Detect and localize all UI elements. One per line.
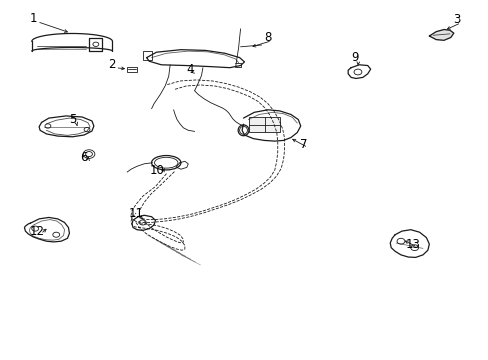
Text: 8: 8 xyxy=(264,31,271,44)
Text: 3: 3 xyxy=(452,13,460,26)
Bar xyxy=(127,67,137,72)
Text: 13: 13 xyxy=(405,238,420,251)
Text: 12: 12 xyxy=(29,225,44,238)
Text: 1: 1 xyxy=(29,12,37,25)
Text: 4: 4 xyxy=(185,63,193,76)
Bar xyxy=(249,117,279,132)
Text: 7: 7 xyxy=(300,138,307,151)
Text: 11: 11 xyxy=(128,207,143,220)
Text: 10: 10 xyxy=(150,165,164,177)
Text: 5: 5 xyxy=(68,113,76,126)
Bar xyxy=(143,51,152,60)
Text: 6: 6 xyxy=(80,151,88,164)
Text: 9: 9 xyxy=(350,51,358,64)
Polygon shape xyxy=(428,30,453,40)
Text: 2: 2 xyxy=(107,58,115,71)
